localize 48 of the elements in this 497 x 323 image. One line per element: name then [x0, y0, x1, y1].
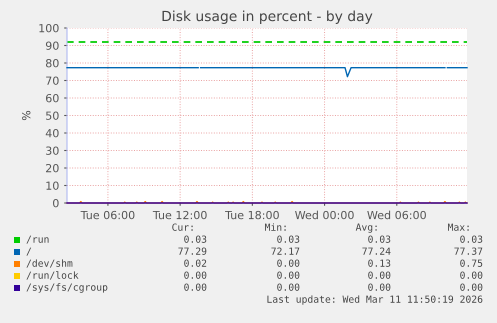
- y-axis-title: %: [22, 110, 30, 120]
- chart-title: Disk usage in percent - by day: [162, 10, 372, 24]
- legend-label: /run: [26, 236, 49, 244]
- y-tick-label: 100: [39, 24, 59, 32]
- legend-label: /: [26, 248, 32, 256]
- y-tick-label: 30: [46, 146, 59, 155]
- text: 0.00: [460, 271, 482, 279]
- text: Cur:: [172, 223, 193, 231]
- text: 0.13: [368, 259, 390, 267]
- y-tick-label: 0: [53, 198, 59, 208]
- text: Avg:: [356, 224, 377, 233]
- text: 77.29: [178, 247, 206, 255]
- text: 0.00: [277, 271, 300, 279]
- text: 0.00: [184, 283, 206, 291]
- text: 0.00: [277, 259, 300, 267]
- y-tick-label: 50: [46, 111, 59, 120]
- text: 0.75: [460, 259, 482, 267]
- text: 0.00: [368, 283, 390, 291]
- x-tick-label: Tue 12:00: [152, 210, 207, 220]
- y-tick-label: 40: [46, 128, 59, 138]
- legend-label: /run/lock: [26, 271, 79, 280]
- text: Max:: [448, 224, 469, 231]
- text: 72.17: [271, 247, 300, 255]
- legend-label: /dev/shm: [26, 259, 72, 268]
- y-tick-label: 20: [46, 164, 59, 172]
- text: Min:: [264, 223, 286, 231]
- text: 0.02: [184, 259, 206, 267]
- y-tick-label: 10: [46, 181, 59, 190]
- x-tick-label: Tue 18:00: [225, 210, 279, 220]
- y-tick-label: 60: [46, 94, 59, 102]
- legend-label: /sys/fs/cgroup: [26, 283, 108, 293]
- x-tick-label: Wed 06:00: [367, 210, 426, 220]
- text: 0.03: [460, 235, 482, 243]
- text: 77.37: [454, 247, 482, 255]
- text: 0.00: [277, 283, 300, 291]
- text: 0.03: [277, 235, 300, 243]
- y-tick-label: 70: [46, 76, 59, 85]
- x-tick-label: Wed 00:00: [295, 210, 354, 220]
- y-tick-label: 90: [46, 41, 59, 50]
- text: 0.03: [184, 235, 206, 243]
- text: 0.03: [368, 235, 390, 243]
- text: 77.24: [362, 247, 391, 255]
- text: Last update: Wed Mar 11 11:50:19 2026: [267, 295, 482, 305]
- text: 0.00: [368, 271, 390, 279]
- x-tick-label: Tue 06:00: [80, 210, 134, 220]
- text: 0.00: [460, 283, 482, 291]
- text: 0.00: [184, 271, 206, 279]
- y-tick-label: 80: [46, 58, 59, 68]
